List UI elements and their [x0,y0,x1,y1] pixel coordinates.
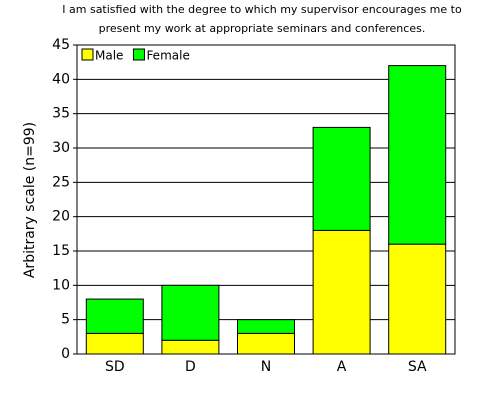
y-tick-label: 40 [52,71,70,87]
y-tick-label: 35 [52,106,70,122]
x-tick-label: A [337,359,347,375]
legend-label: Female [146,49,189,63]
x-tick-label: SA [408,359,427,375]
bar-segment [237,332,295,355]
y-tick-label: 5 [61,312,70,328]
y-tick-label: 45 [52,37,70,53]
legend-swatch [132,48,145,61]
y-tick-label: 20 [52,209,70,225]
bar-segment [312,229,371,355]
y-tick-label: 0 [61,346,70,362]
bar-segment [85,332,144,355]
bar-segment [161,284,220,341]
bar-segment [161,339,220,355]
y-tick-label: 15 [52,243,70,259]
y-axis-label: Arbitrary scale (n=99) [22,122,38,278]
legend-swatch [81,48,94,61]
legend-label: Male [95,49,123,63]
bar-segment [388,65,447,245]
bar-segment [388,243,447,355]
chart-title: I am satisfied with the degree to which … [62,3,462,16]
chart-title: present my work at appropriate seminars … [99,22,426,35]
bar-segment [237,319,295,334]
y-tick-label: 30 [52,140,70,156]
y-tick-label: 25 [52,174,70,190]
bar-segment [312,126,371,231]
x-tick-label: N [261,359,271,375]
x-tick-label: D [185,359,196,375]
y-tick-label: 10 [52,277,70,293]
bar-segment [85,298,144,334]
x-tick-label: SD [105,359,125,375]
